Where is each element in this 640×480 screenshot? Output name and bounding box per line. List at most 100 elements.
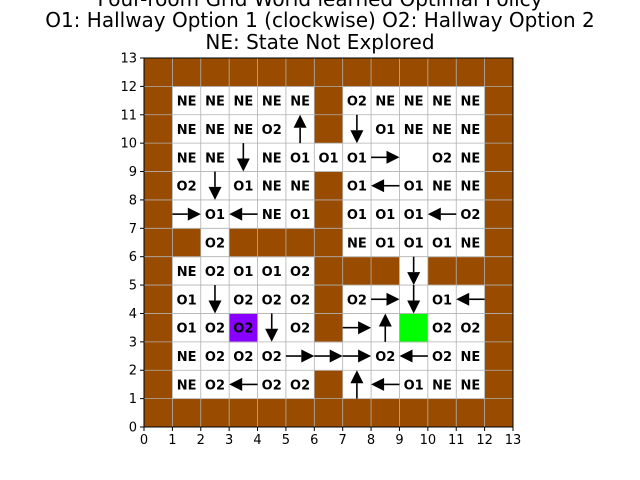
policy-label: O2 bbox=[347, 293, 367, 308]
policy-label: O2 bbox=[262, 378, 282, 393]
wall-cell bbox=[314, 256, 344, 286]
wall-cell bbox=[371, 58, 400, 87]
policy-arrow-down bbox=[236, 143, 250, 172]
policy-label: NE bbox=[262, 180, 282, 195]
y-tick-label: 3 bbox=[129, 335, 137, 350]
grid-cell-open bbox=[257, 285, 287, 314]
arrow-head bbox=[427, 207, 441, 221]
wall-cell bbox=[257, 58, 287, 87]
policy-label: O2 bbox=[432, 350, 452, 365]
grid-cell-open bbox=[371, 199, 400, 229]
wall-cell bbox=[484, 228, 514, 258]
policy-label: O1 bbox=[290, 208, 310, 223]
wall-cell bbox=[257, 228, 287, 258]
policy-label: O1 bbox=[375, 208, 395, 223]
grid-cell-open bbox=[285, 285, 315, 314]
y-tick-label: 12 bbox=[120, 80, 137, 95]
y-tick-label: 1 bbox=[129, 392, 137, 407]
policy-arrow-left bbox=[399, 349, 428, 363]
wall-cell bbox=[144, 86, 173, 116]
wall-cell bbox=[371, 256, 400, 286]
grid-cell-open bbox=[342, 171, 372, 201]
policy-label: NE bbox=[461, 237, 481, 252]
grid-cell-open bbox=[285, 370, 315, 400]
policy-arrow-left bbox=[456, 292, 485, 306]
arrow-head bbox=[386, 150, 400, 164]
wall-cell bbox=[314, 86, 344, 116]
grid-cell-open bbox=[200, 313, 230, 343]
grid-cell-open bbox=[200, 341, 230, 371]
grid-cell-open bbox=[427, 86, 457, 116]
x-tick-label: 0 bbox=[140, 433, 148, 448]
wall-cell bbox=[144, 58, 173, 87]
policy-label: O2 bbox=[290, 322, 310, 337]
grid-cell-open bbox=[200, 143, 230, 172]
x-tick-label: 2 bbox=[197, 433, 205, 448]
wall-cell bbox=[144, 398, 173, 428]
policy-label: O2 bbox=[177, 180, 197, 195]
wall-cell bbox=[484, 58, 514, 87]
policy-label: NE bbox=[375, 95, 395, 110]
policy-label: NE bbox=[177, 378, 197, 393]
policy-arrow-right bbox=[172, 207, 201, 221]
grid-cell-open bbox=[285, 171, 315, 201]
grid-cell-open bbox=[456, 341, 486, 371]
policy-label: NE bbox=[432, 378, 452, 393]
policy-arrow-right bbox=[371, 292, 400, 306]
policy-label: NE bbox=[461, 151, 481, 166]
policy-arrow-up bbox=[293, 114, 307, 144]
policy-arrow-left bbox=[371, 377, 400, 391]
grid-cell-open bbox=[342, 143, 372, 172]
policy-label: O1 bbox=[262, 265, 282, 280]
grid-cell-open bbox=[399, 143, 429, 172]
policy-arrow-down bbox=[265, 313, 279, 342]
wall-cell bbox=[399, 58, 429, 87]
wall-cell bbox=[484, 171, 514, 201]
arrow-head bbox=[371, 377, 385, 391]
arrow-head bbox=[358, 321, 372, 335]
grid-cell-open bbox=[456, 86, 486, 116]
policy-arrow-right bbox=[285, 349, 315, 363]
x-tick-label: 7 bbox=[339, 433, 347, 448]
policy-label: NE bbox=[461, 123, 481, 138]
policy-label: O1 bbox=[432, 237, 452, 252]
grid-cell-open bbox=[456, 199, 486, 229]
grid-cell-open bbox=[285, 143, 315, 172]
grid-cell-open bbox=[427, 341, 457, 371]
y-tick-label: 5 bbox=[129, 279, 137, 294]
wall-cell bbox=[342, 256, 372, 286]
policy-label: NE bbox=[461, 378, 481, 393]
policy-arrow-down bbox=[407, 285, 421, 314]
grid-cell-open bbox=[399, 171, 429, 201]
wall-cell bbox=[314, 313, 344, 343]
arrow-head bbox=[229, 207, 243, 221]
y-tick-label: 2 bbox=[129, 364, 137, 379]
grid-cell-open bbox=[399, 86, 429, 116]
policy-label: NE bbox=[432, 180, 452, 195]
wall-cell bbox=[200, 398, 230, 428]
wall-cell bbox=[144, 285, 173, 314]
wall-cell bbox=[484, 398, 514, 428]
arrow-head bbox=[378, 313, 392, 327]
policy-label: O2 bbox=[432, 151, 452, 166]
y-tick-label: 4 bbox=[129, 307, 137, 322]
grid-cell-open bbox=[427, 285, 457, 314]
arrow-head bbox=[265, 328, 279, 342]
policy-arrow-down bbox=[208, 171, 222, 200]
wall-cell bbox=[399, 398, 429, 428]
wall-cell bbox=[484, 143, 514, 172]
policy-label: NE bbox=[432, 95, 452, 110]
policy-label: NE bbox=[233, 95, 253, 110]
grid-cell-open bbox=[399, 228, 429, 258]
grid-cell-open bbox=[200, 199, 230, 229]
grid-cells bbox=[144, 58, 514, 428]
wall-cell bbox=[427, 58, 457, 87]
y-tick-label: 7 bbox=[129, 222, 137, 237]
wall-cell bbox=[144, 171, 173, 201]
grid-cell-open bbox=[257, 256, 287, 286]
grid-cell-open bbox=[257, 114, 287, 144]
grid-cell-open bbox=[257, 370, 287, 400]
policy-label: O2 bbox=[347, 95, 367, 110]
grid-cell-open bbox=[257, 199, 287, 229]
